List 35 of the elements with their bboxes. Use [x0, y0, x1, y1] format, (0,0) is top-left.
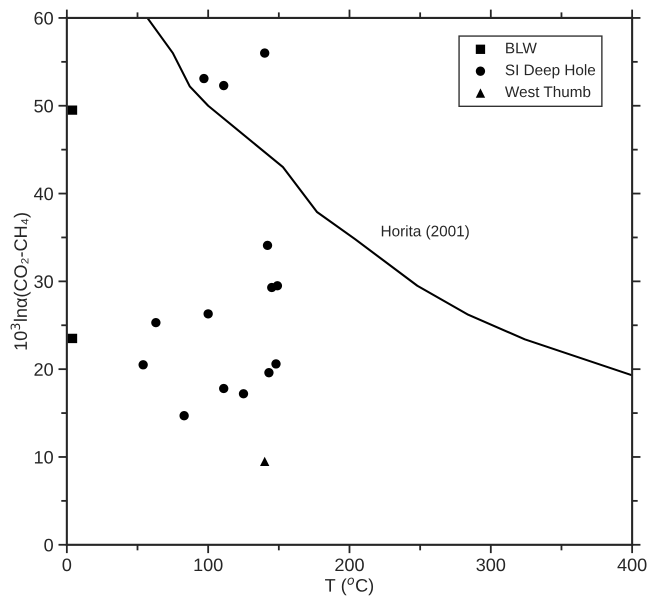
x-tick-label: 100: [194, 558, 223, 572]
y-tick-label: 30: [34, 275, 53, 288]
y-tick-label: 60: [34, 12, 53, 25]
x-axis-title: T ($^{o}$C): [325, 578, 374, 596]
line-series: [146, 18, 632, 376]
point: [68, 105, 78, 115]
y-tick-label: 0: [44, 538, 53, 552]
y-axis-title: 10$^{3}$lnα(CO₂-CH₄): [10, 213, 31, 350]
point: [271, 359, 281, 369]
point: [138, 360, 148, 370]
y-tick-label: 50: [34, 100, 53, 112]
y-tick-label: 20: [34, 363, 53, 376]
point: [260, 48, 270, 58]
x-tick-label: 300: [476, 558, 506, 572]
legend-label: West Thumb: [504, 86, 590, 98]
point: [219, 384, 228, 394]
point: [151, 318, 161, 328]
point: [262, 240, 272, 250]
point: [68, 334, 78, 344]
y-tick-label: 10: [34, 450, 53, 464]
legend-label: BLW: [506, 42, 537, 54]
point: [204, 309, 213, 319]
point: [272, 281, 282, 290]
annotation: Horita (2001): [382, 225, 469, 240]
legend-label: SI Deep Hole: [506, 64, 596, 78]
point: [219, 80, 228, 90]
point: [199, 74, 209, 84]
y-tick-label: 40: [34, 187, 53, 200]
x-tick-label: 0: [62, 558, 72, 572]
point: [260, 456, 270, 466]
x-tick-label: 400: [617, 558, 646, 572]
x-tick-label: 200: [335, 558, 364, 572]
point: [179, 411, 189, 420]
point: [264, 368, 274, 378]
point: [238, 389, 248, 398]
